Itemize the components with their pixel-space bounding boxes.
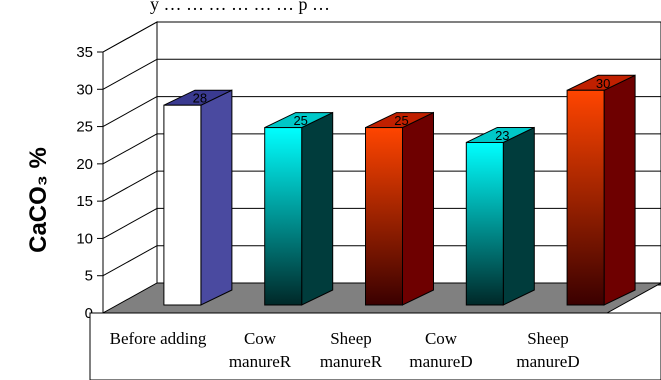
y-axis-title: CaCO₃ % (25, 147, 52, 253)
bars (163, 74, 636, 306)
data-labels: 28 25 25 23 30 (193, 76, 611, 143)
bar-side-3 (502, 126, 535, 306)
top-strip-text: y … … … … … … p … (150, 0, 330, 14)
y-tick-label-25: 25 (76, 119, 93, 136)
gridline-side-20 (102, 133, 158, 165)
bar-side-2 (402, 111, 434, 306)
bar-front-3 (465, 141, 504, 306)
y-tick-label-30: 30 (76, 81, 93, 98)
gridline-side-35 (102, 21, 158, 53)
bar-2 (365, 111, 434, 306)
category-label-0-line-0: Before adding (110, 329, 207, 348)
bar-side-4 (603, 74, 636, 306)
category-label-2-line-1: manureR (320, 352, 383, 371)
bar-4 (566, 74, 636, 306)
bar-side-0 (200, 89, 233, 306)
category-label-2: Sheep manureR (320, 329, 383, 371)
bar-3 (465, 126, 535, 306)
category-label-1-line-0: Cow (244, 329, 277, 348)
bar-front-2 (365, 127, 403, 306)
category-label-4-line-1: manureD (516, 352, 579, 371)
bar-front-1 (264, 127, 303, 306)
gridline-side-30 (102, 58, 158, 90)
y-axis: 0 5 10 15 20 25 30 35 (76, 44, 104, 322)
category-labels: Before adding Cow manureR Sheep manureR Cow ma… (110, 329, 580, 371)
bar-front-4 (566, 89, 605, 306)
category-label-2-line-0: Sheep (330, 329, 372, 348)
gridline-side-25 (102, 96, 158, 128)
gridline-side-5 (102, 245, 158, 277)
bar-side-1 (301, 111, 334, 306)
category-label-box (89, 312, 661, 380)
data-label-4: 30 (596, 76, 610, 91)
gridline-side-10 (102, 207, 158, 239)
y-tick-label-5: 5 (85, 268, 93, 285)
category-label-1-line-1: manureR (229, 352, 292, 371)
category-label-0: Before adding (110, 329, 207, 348)
category-label-3: Cow manureD (409, 329, 472, 371)
data-label-2: 25 (394, 113, 408, 128)
category-label-4-line-0: Sheep (527, 329, 569, 348)
category-label-3-line-0: Cow (425, 329, 458, 348)
y-tick-label-0: 0 (85, 305, 93, 322)
gridline-side-15 (102, 170, 158, 202)
y-tick-label-15: 15 (76, 193, 93, 210)
bar-front-0 (163, 104, 202, 306)
y-tick-label-35: 35 (76, 44, 93, 61)
y-tick-label-20: 20 (76, 156, 93, 173)
data-label-1: 25 (293, 113, 307, 128)
data-label-3: 23 (495, 128, 509, 143)
category-label-3-line-1: manureD (409, 352, 472, 371)
y-tick-label-10: 10 (76, 230, 93, 247)
bar-1 (264, 111, 334, 306)
data-label-0: 28 (193, 91, 207, 106)
side-wall (102, 21, 158, 314)
category-label-4: Sheep manureD (516, 329, 579, 371)
bar-0 (163, 89, 233, 306)
category-label-1: Cow manureR (229, 329, 292, 371)
